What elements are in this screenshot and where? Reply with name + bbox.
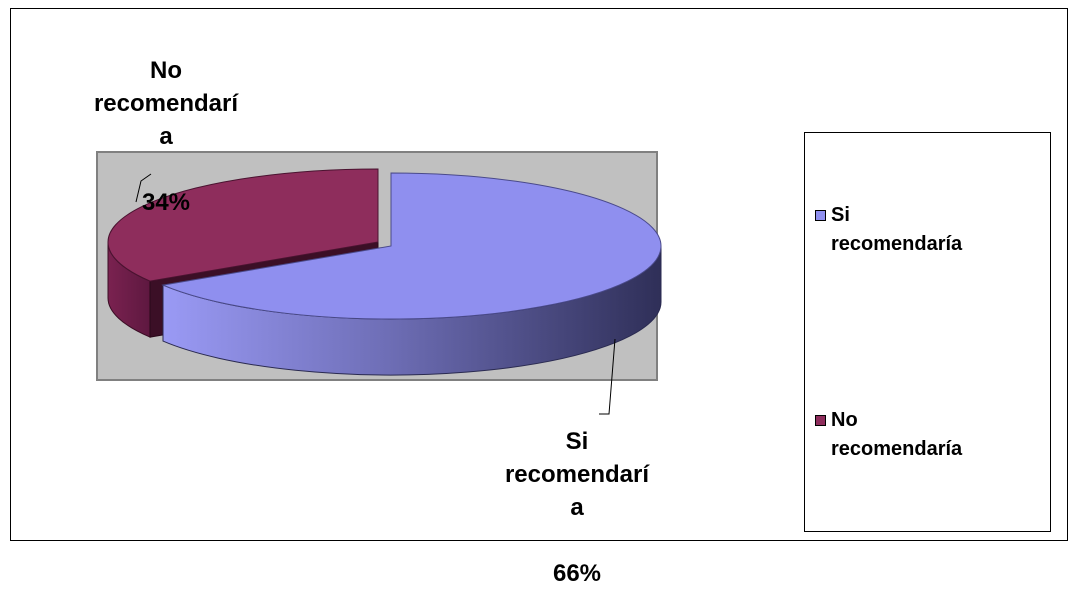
data-label-si: Si recomendarí a 66%: [462, 392, 692, 590]
legend-swatch-no: [815, 415, 826, 426]
legend-label-si: Si recomendaría: [831, 204, 963, 255]
leader-line-no: [135, 173, 152, 203]
data-label-si-name: Si recomendarí a: [504, 428, 650, 521]
data-label-no-percent: 34%: [141, 189, 191, 216]
legend-swatch-si: [815, 210, 826, 221]
legend-label-no: No recomendaría: [831, 409, 963, 460]
leader-line-si: [599, 338, 616, 415]
data-label-no-name: No recomendarí a: [93, 57, 239, 150]
chart-area: No recomendarí a 34% Si recomendarí a 66…: [10, 8, 1068, 587]
data-label-no: No recomendarí a 34%: [51, 21, 281, 219]
pie-chart: [96, 151, 662, 415]
legend: Si recomendaría No recomendaría: [804, 132, 1051, 532]
data-label-si-percent: 66%: [552, 560, 602, 587]
slice-no: [107, 168, 379, 338]
slice-si: [161, 172, 662, 376]
